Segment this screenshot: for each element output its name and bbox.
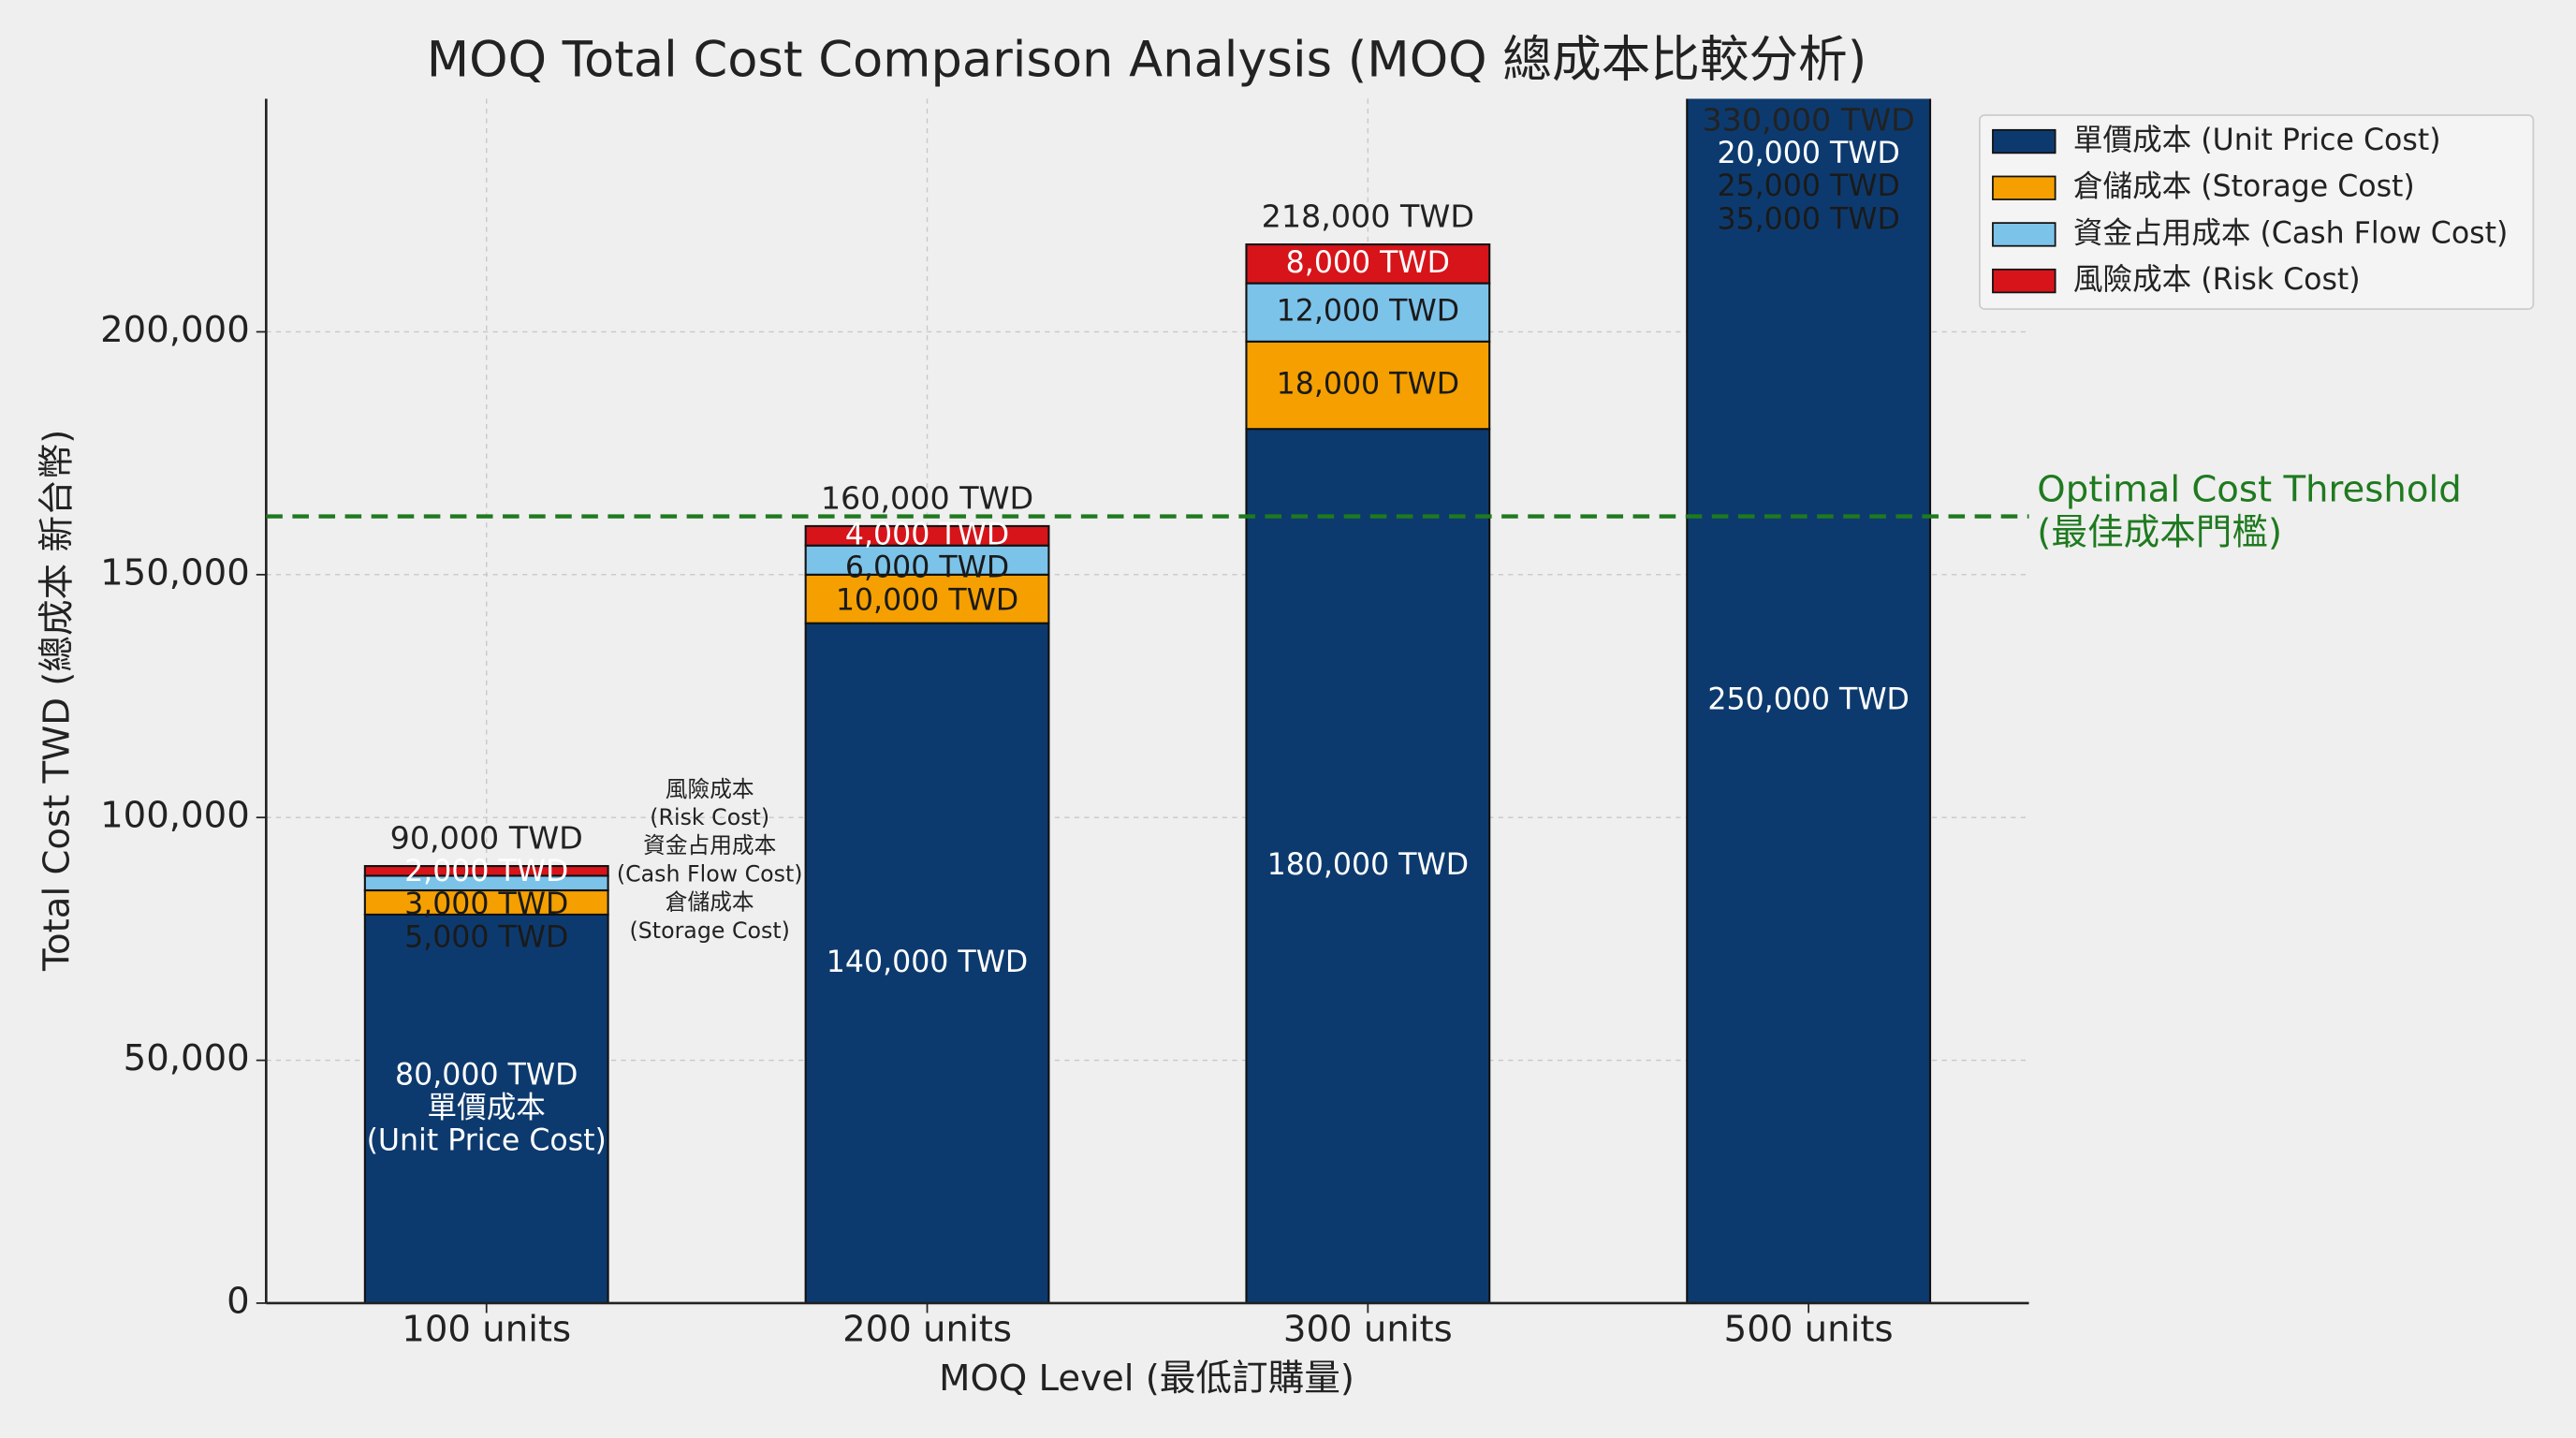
side-note: (Risk Cost)	[650, 804, 769, 830]
value-label: 140,000 TWD	[827, 946, 1028, 979]
value-label: 20,000 TWD	[1717, 137, 1899, 170]
bar-note: 單價成本	[428, 1091, 546, 1124]
value-label: 80,000 TWD	[395, 1058, 578, 1092]
side-note: (Cash Flow Cost)	[617, 860, 803, 887]
total-label: 218,000 TWD	[1262, 198, 1474, 234]
plot-area	[363, 98, 1932, 1303]
bar-segment	[804, 544, 1050, 576]
value-label: 25,000 TWD	[1717, 169, 1899, 203]
threshold-label: Optimal Cost Threshold	[2037, 469, 2461, 511]
value-label: 250,000 TWD	[1707, 683, 1909, 717]
legend-swatch	[1992, 128, 2056, 154]
value-label: 35,000 TWD	[1717, 202, 1899, 236]
bar-segment	[804, 573, 1050, 624]
legend-swatch	[1992, 175, 2056, 200]
value-label: 12,000 TWD	[1277, 295, 1459, 329]
legend-swatch	[1992, 222, 2056, 247]
side-note: 風險成本	[666, 776, 754, 802]
x-tick-label: 500 units	[1724, 1308, 1894, 1350]
y-tick-label: 100,000	[100, 795, 250, 837]
y-tick-label: 0	[227, 1280, 250, 1322]
x-tick-label: 100 units	[402, 1308, 571, 1350]
legend-label: 倉儲成本 (Storage Cost)	[2073, 170, 2415, 204]
bar-segment	[1245, 340, 1491, 431]
value-label: 6,000 TWD	[845, 550, 1009, 584]
side-note: 資金占用成本	[643, 832, 776, 858]
value-label: 3,000 TWD	[404, 888, 568, 921]
bar-segment	[1686, 98, 1932, 1303]
value-label: 180,000 TWD	[1267, 848, 1469, 882]
bar-segment	[1245, 428, 1491, 1303]
bar-segment	[804, 622, 1050, 1303]
bar-note: (Unit Price Cost)	[367, 1124, 607, 1158]
legend-label: 單價成本 (Unit Price Cost)	[2073, 124, 2441, 157]
x-tick-label: 300 units	[1283, 1308, 1453, 1350]
total-label: 160,000 TWD	[821, 479, 1033, 516]
total-label: 330,000 TWD	[1702, 102, 1914, 139]
value-label: 10,000 TWD	[836, 584, 1018, 618]
total-label: 90,000 TWD	[390, 819, 583, 856]
x-axis-label: MOQ Level (最低訂購量)	[939, 1357, 1354, 1400]
y-axis-label: Total Cost TWD (總成本 新台幣)	[37, 430, 79, 972]
value-label: 2,000 TWD	[404, 855, 568, 888]
x-tick-label: 200 units	[842, 1308, 1012, 1350]
bar-segment	[1245, 243, 1491, 285]
side-note: 倉儲成本	[666, 889, 754, 916]
chart-title: MOQ Total Cost Comparison Analysis (MOQ …	[427, 31, 1867, 88]
bar-segment	[363, 865, 609, 877]
y-tick-label: 150,000	[100, 551, 250, 594]
bar-segment	[804, 524, 1050, 547]
threshold-label: (最佳成本門檻)	[2037, 511, 2282, 553]
side-note: (Storage Cost)	[630, 917, 790, 944]
value-label: 5,000 TWD	[404, 920, 568, 954]
y-tick-label: 50,000	[124, 1037, 250, 1079]
value-label: 18,000 TWD	[1277, 368, 1459, 402]
legend-label: 資金占用成本 (Cash Flow Cost)	[2073, 216, 2508, 250]
value-label: 4,000 TWD	[845, 518, 1009, 551]
legend-swatch	[1992, 268, 2056, 294]
bar-segment	[363, 913, 609, 1303]
y-tick-label: 200,000	[100, 309, 250, 351]
legend-label: 風險成本 (Risk Cost)	[2073, 263, 2361, 297]
legend-box	[1979, 114, 2535, 310]
value-label: 8,000 TWD	[1286, 246, 1450, 280]
